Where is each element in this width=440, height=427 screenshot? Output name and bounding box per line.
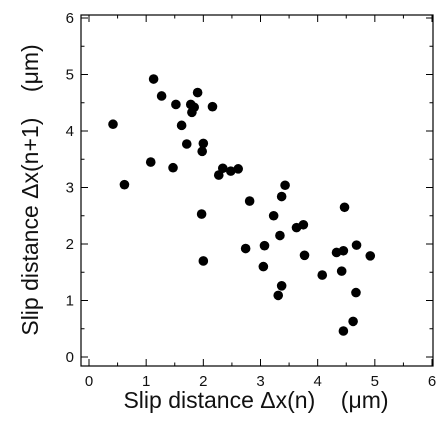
data-point bbox=[217, 163, 228, 174]
data-point bbox=[317, 270, 328, 280]
x-tick-label: 5 bbox=[371, 373, 379, 390]
y-tick-label: 3 bbox=[66, 180, 74, 197]
data-point bbox=[351, 240, 362, 250]
data-point bbox=[145, 157, 156, 167]
data-point bbox=[176, 120, 187, 131]
data-point bbox=[259, 240, 270, 251]
data-point bbox=[119, 179, 130, 190]
data-point bbox=[225, 166, 236, 176]
data-point bbox=[268, 210, 279, 221]
y-tick-label: 1 bbox=[66, 293, 74, 310]
data-point bbox=[108, 119, 118, 130]
data-point bbox=[207, 101, 218, 112]
x-tick-label: 1 bbox=[142, 373, 150, 390]
y-tick-label: 6 bbox=[66, 10, 74, 27]
data-point bbox=[338, 326, 349, 336]
data-point bbox=[196, 209, 207, 219]
data-point bbox=[171, 99, 181, 110]
tick-marks bbox=[81, 15, 433, 366]
y-tick-label: 2 bbox=[66, 236, 74, 253]
data-point bbox=[276, 191, 287, 202]
data-points bbox=[108, 74, 376, 336]
y-tick-labels: 0 1 2 3 4 5 6 bbox=[66, 10, 74, 366]
data-point bbox=[273, 290, 284, 301]
data-point bbox=[233, 164, 244, 174]
data-point bbox=[298, 219, 309, 230]
data-point bbox=[339, 202, 350, 213]
data-point bbox=[192, 87, 203, 98]
data-point bbox=[189, 102, 199, 113]
data-point bbox=[351, 287, 361, 298]
x-tick-label: 6 bbox=[428, 373, 436, 390]
plot-frame bbox=[80, 14, 434, 367]
data-point bbox=[156, 91, 167, 101]
data-point bbox=[198, 256, 209, 266]
y-tick-label: 5 bbox=[66, 67, 74, 84]
data-point bbox=[338, 245, 349, 256]
data-point bbox=[197, 146, 207, 157]
y-axis-title: Slip distance Δx(n+1) (μm) bbox=[17, 44, 43, 335]
y-tick-label: 4 bbox=[66, 123, 74, 140]
data-point bbox=[148, 74, 159, 84]
data-point bbox=[198, 138, 209, 149]
data-point bbox=[240, 243, 251, 254]
data-point bbox=[348, 316, 358, 327]
y-tick-label: 0 bbox=[66, 349, 74, 366]
data-point bbox=[299, 250, 310, 261]
x-tick-label: 2 bbox=[199, 373, 207, 390]
data-point bbox=[336, 266, 347, 276]
x-axis-title: Slip distance Δx(n) (μm) bbox=[123, 387, 388, 413]
data-point bbox=[280, 180, 290, 191]
x-tick-labels: 0 1 2 3 4 5 6 bbox=[85, 373, 436, 390]
x-tick-label: 3 bbox=[256, 373, 264, 390]
data-point bbox=[168, 162, 178, 173]
data-point bbox=[365, 251, 376, 261]
data-point bbox=[181, 139, 192, 149]
data-point bbox=[244, 196, 255, 206]
x-tick-label: 0 bbox=[85, 373, 93, 390]
data-point bbox=[275, 230, 285, 241]
data-point bbox=[276, 281, 287, 291]
data-point bbox=[258, 261, 269, 272]
x-tick-label: 4 bbox=[313, 373, 321, 390]
